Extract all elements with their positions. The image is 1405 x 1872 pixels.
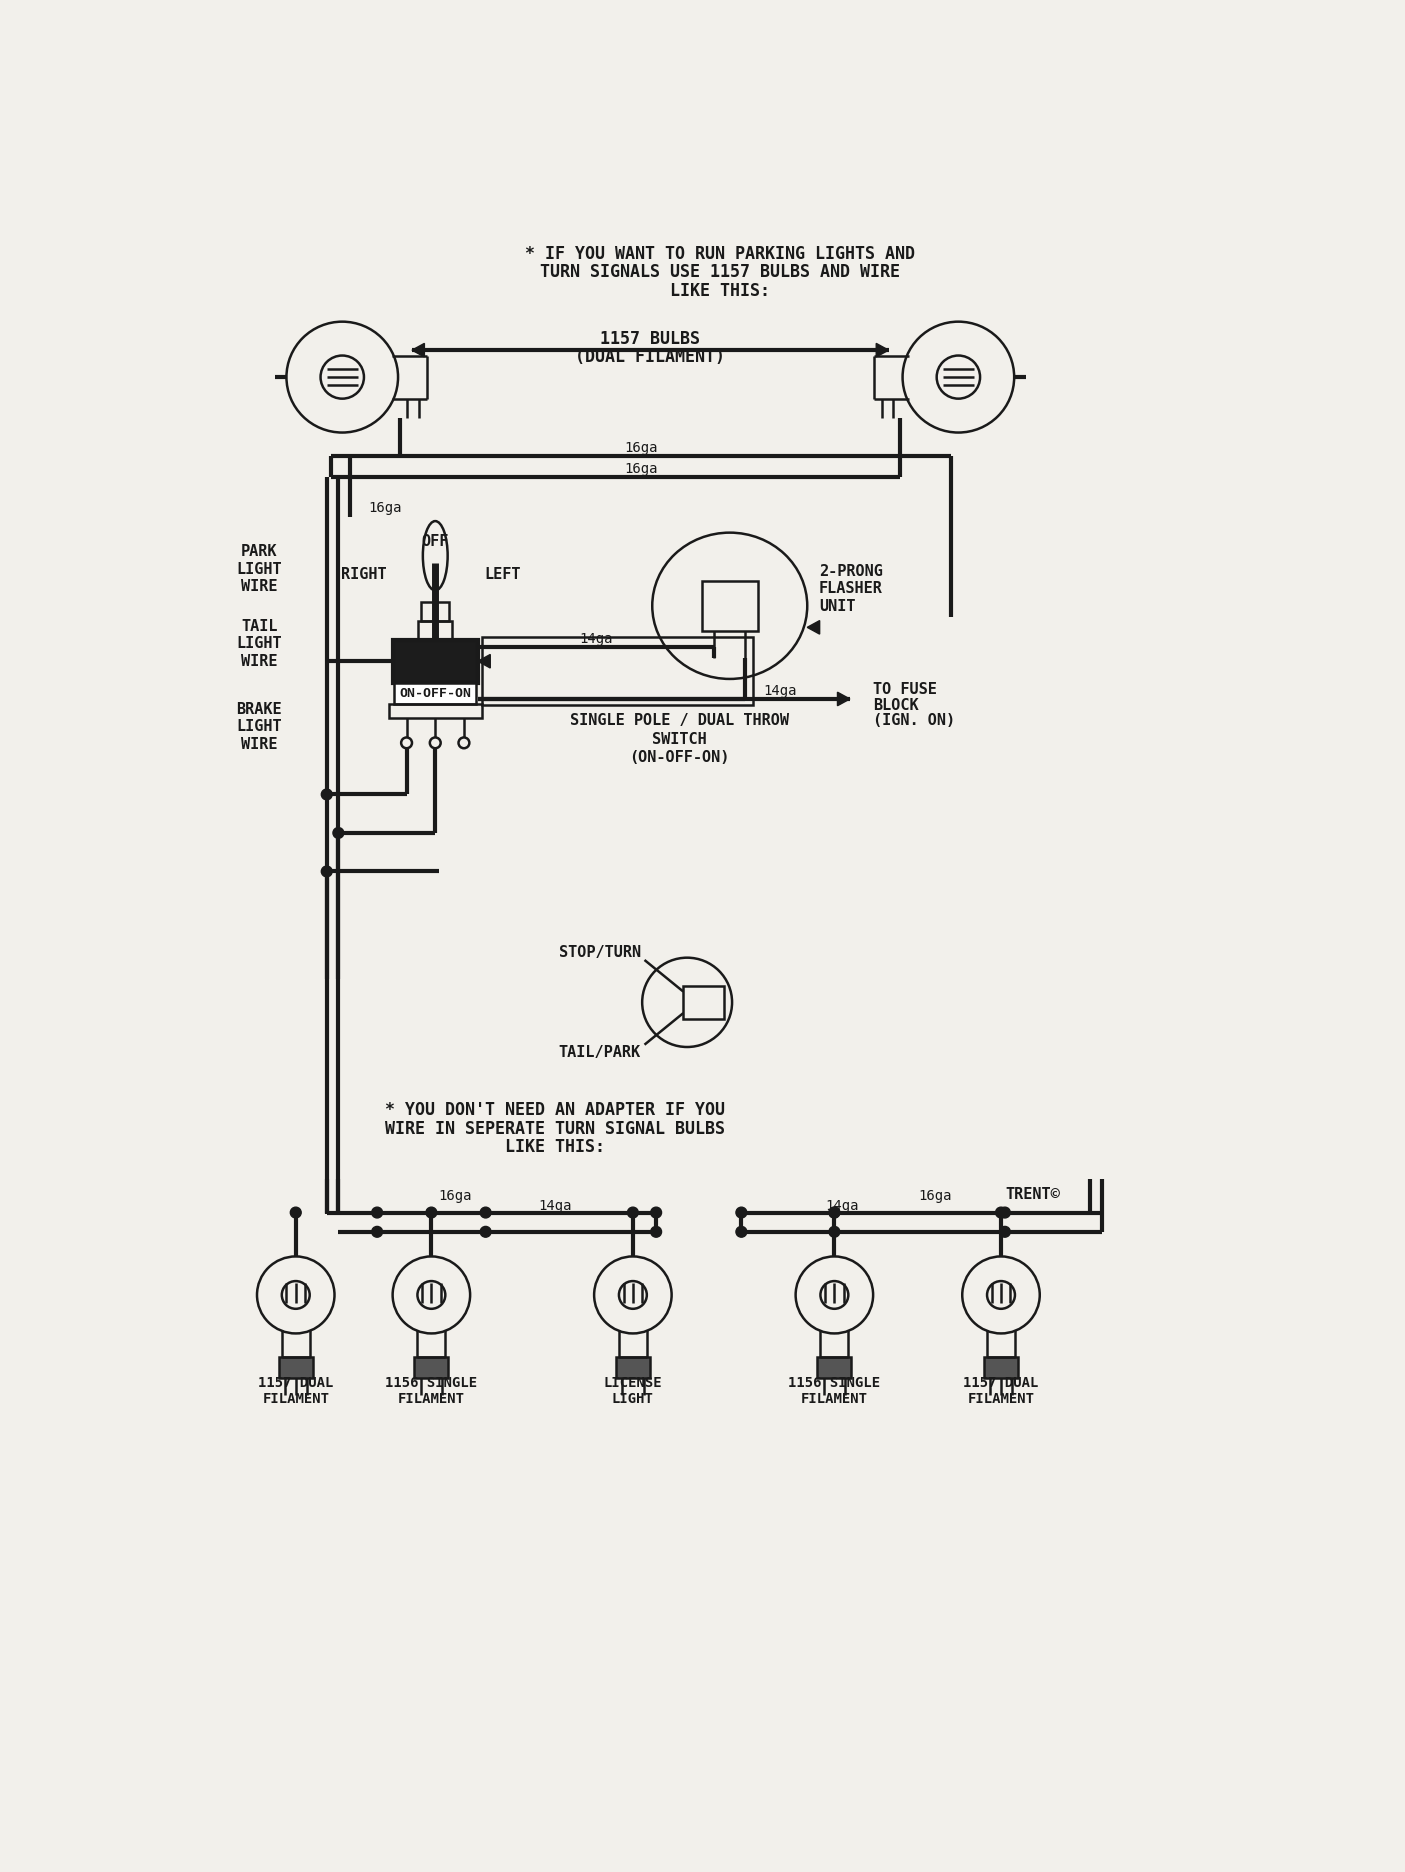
Polygon shape	[412, 343, 424, 358]
Bar	[482, 636, 753, 706]
Text: STOP/TURN: STOP/TURN	[559, 945, 641, 960]
Text: 16ga: 16ga	[368, 502, 402, 515]
Circle shape	[736, 1207, 747, 1219]
Text: 2-PRONG: 2-PRONG	[819, 563, 882, 578]
Text: PARK
LIGHT
WIRE: PARK LIGHT WIRE	[236, 545, 282, 593]
Circle shape	[996, 1207, 1006, 1219]
Text: 1156 SINGLE
FILAMENT: 1156 SINGLE FILAMENT	[788, 1376, 881, 1406]
Circle shape	[736, 1226, 747, 1237]
Bar	[278, 1357, 313, 1378]
Text: (IGN. ON): (IGN. ON)	[873, 713, 955, 728]
Circle shape	[322, 867, 332, 876]
Bar	[389, 704, 482, 719]
Circle shape	[333, 827, 344, 839]
Bar	[414, 1357, 448, 1378]
Bar	[395, 683, 476, 704]
Text: SWITCH: SWITCH	[652, 732, 707, 747]
Circle shape	[999, 1226, 1010, 1237]
Text: * IF YOU WANT TO RUN PARKING LIGHTS AND: * IF YOU WANT TO RUN PARKING LIGHTS AND	[525, 245, 916, 262]
Text: (DUAL FILAMENT): (DUAL FILAMENT)	[575, 348, 725, 367]
Bar	[683, 987, 724, 1018]
Circle shape	[322, 790, 332, 799]
Text: TURN SIGNALS USE 1157 BULBS AND WIRE: TURN SIGNALS USE 1157 BULBS AND WIRE	[541, 264, 901, 281]
Text: LIKE THIS:: LIKE THIS:	[670, 283, 770, 300]
Circle shape	[372, 1226, 382, 1237]
Circle shape	[999, 1207, 1010, 1219]
Text: LEFT: LEFT	[485, 567, 521, 582]
Polygon shape	[478, 655, 490, 668]
Text: LICENSE
LIGHT: LICENSE LIGHT	[604, 1376, 662, 1406]
Text: 1157 DUAL
FILAMENT: 1157 DUAL FILAMENT	[259, 1376, 333, 1406]
Text: (ON-OFF-ON): (ON-OFF-ON)	[629, 751, 729, 766]
Circle shape	[372, 1207, 382, 1219]
Bar	[818, 1357, 851, 1378]
Text: RIGHT: RIGHT	[341, 567, 386, 582]
Text: 16ga: 16ga	[438, 1189, 471, 1202]
Text: WIRE IN SEPERATE TURN SIGNAL BULBS: WIRE IN SEPERATE TURN SIGNAL BULBS	[385, 1119, 725, 1138]
Text: BLOCK: BLOCK	[873, 698, 919, 713]
Circle shape	[628, 1207, 638, 1219]
Text: BRAKE
LIGHT
WIRE: BRAKE LIGHT WIRE	[236, 702, 282, 753]
Bar	[422, 603, 450, 622]
Text: ON-OFF-ON: ON-OFF-ON	[399, 687, 471, 700]
Bar	[983, 1357, 1019, 1378]
Circle shape	[481, 1226, 492, 1237]
Circle shape	[481, 1207, 492, 1219]
Text: UNIT: UNIT	[819, 599, 856, 614]
Text: 14ga: 14ga	[825, 1200, 858, 1213]
Circle shape	[829, 1226, 840, 1237]
Bar	[419, 622, 452, 640]
Text: TAIL
LIGHT
WIRE: TAIL LIGHT WIRE	[236, 620, 282, 668]
Text: 14ga: 14ga	[538, 1200, 572, 1213]
Text: TAIL/PARK: TAIL/PARK	[559, 1045, 641, 1060]
Text: 16ga: 16ga	[624, 462, 658, 477]
Circle shape	[651, 1207, 662, 1219]
Polygon shape	[877, 343, 888, 358]
Bar	[392, 640, 478, 683]
Circle shape	[829, 1207, 840, 1219]
Bar	[702, 580, 757, 631]
Polygon shape	[808, 622, 819, 635]
Text: TRENT©: TRENT©	[1005, 1187, 1059, 1202]
Circle shape	[651, 1226, 662, 1237]
Circle shape	[426, 1207, 437, 1219]
Text: TO FUSE: TO FUSE	[873, 681, 937, 696]
Text: 1157 DUAL
FILAMENT: 1157 DUAL FILAMENT	[964, 1376, 1038, 1406]
Bar	[615, 1357, 651, 1378]
Text: * YOU DON'T NEED AN ADAPTER IF YOU: * YOU DON'T NEED AN ADAPTER IF YOU	[385, 1101, 725, 1119]
Text: 1156 SINGLE
FILAMENT: 1156 SINGLE FILAMENT	[385, 1376, 478, 1406]
Text: 14ga: 14ga	[763, 685, 797, 698]
Polygon shape	[837, 693, 850, 706]
Text: LIKE THIS:: LIKE THIS:	[506, 1138, 606, 1157]
Circle shape	[829, 1207, 840, 1219]
Text: FLASHER: FLASHER	[819, 582, 882, 597]
Text: 1157 BULBS: 1157 BULBS	[600, 329, 700, 348]
Text: SINGLE POLE / DUAL THROW: SINGLE POLE / DUAL THROW	[570, 713, 788, 728]
Text: 16ga: 16ga	[919, 1189, 951, 1202]
Text: 16ga: 16ga	[624, 442, 658, 455]
Text: OFF: OFF	[422, 534, 450, 548]
Circle shape	[291, 1207, 301, 1219]
Text: 14ga: 14ga	[579, 633, 613, 646]
